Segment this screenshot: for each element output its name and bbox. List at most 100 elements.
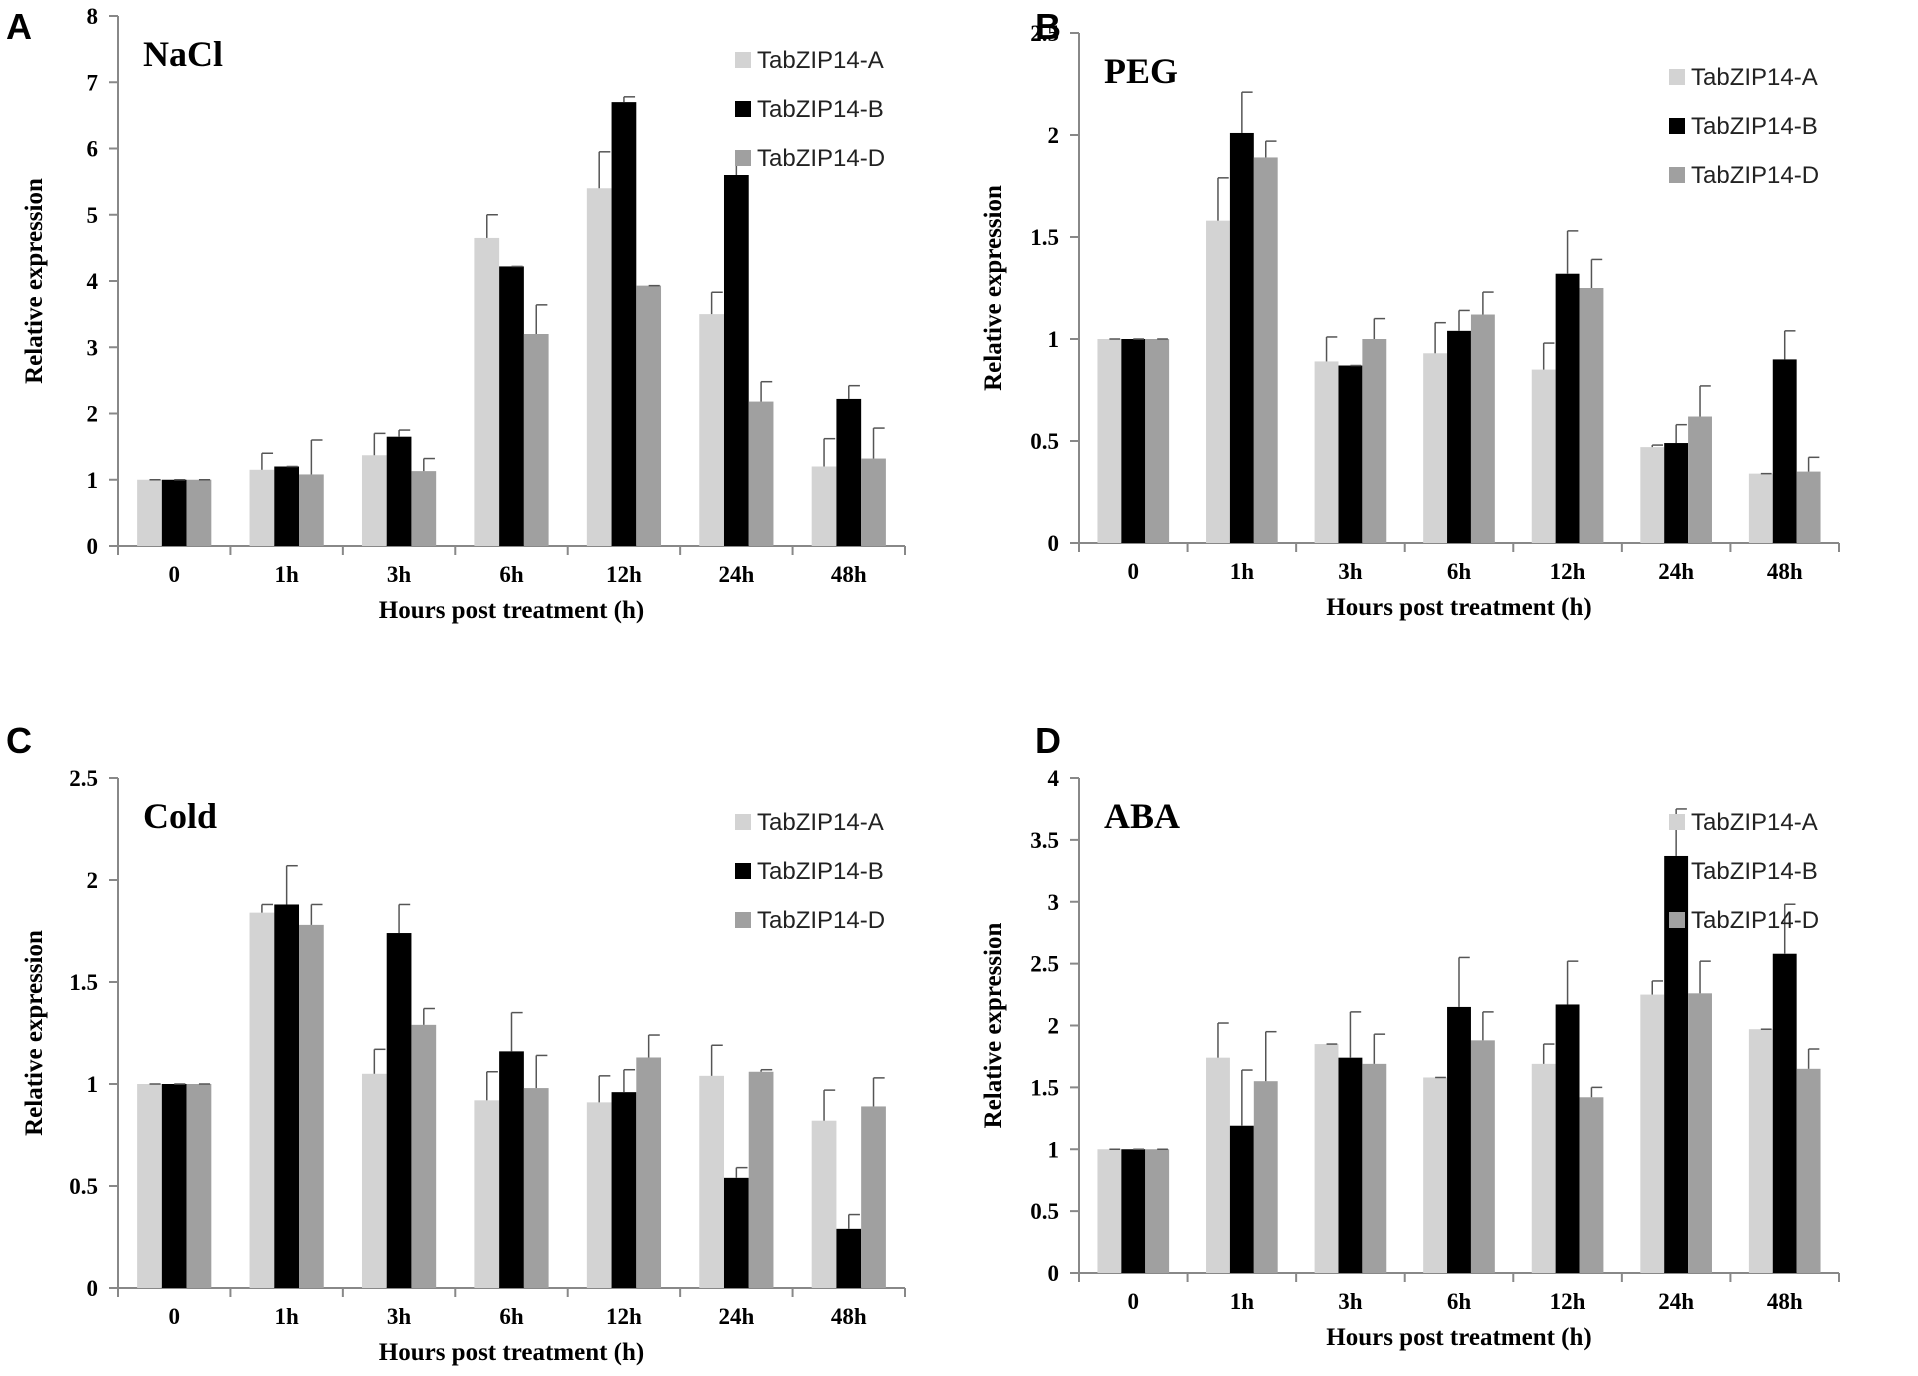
cold-y-tick-label: 2.5 <box>69 766 98 791</box>
peg-bar-tabzip14-b-3h <box>1338 365 1363 543</box>
nacl-x-tick-label: 48h <box>831 562 867 587</box>
nacl-y-tick-label: 3 <box>87 335 99 360</box>
chart-nacl: 0 1 2 3 4 5 6 7 8 0 1h 3h 6h 12h 24h 48h Hours post trea… <box>21 4 906 624</box>
nacl-y-tick-label: 7 <box>87 70 99 95</box>
cold-bar-tabzip14-d-48h <box>861 1106 886 1288</box>
cold-x-tick-label: 6h <box>499 1304 524 1329</box>
peg-bar-tabzip14-b-1h <box>1229 132 1254 543</box>
nacl-bar-tabzip14-a-12h <box>586 188 612 546</box>
aba-y-tick-label: 1 <box>1048 1137 1060 1162</box>
aba-y-tick-label: 2 <box>1048 1014 1060 1039</box>
aba-y-tick-label: 1.5 <box>1030 1075 1059 1100</box>
nacl-bar-tabzip14-b-1h <box>274 466 300 546</box>
aba-bar-tabzip14-a-6h <box>1423 1077 1448 1273</box>
peg-legend-label-tabzip14-d: TabZIP14-D <box>1691 162 1819 189</box>
aba-legend-swatch-tabzip14-a <box>1669 814 1685 830</box>
peg-bar-tabzip14-b-12h <box>1555 273 1580 543</box>
aba-legend-label-tabzip14-a: TabZIP14-A <box>1691 809 1818 836</box>
cold-legend-swatch-tabzip14-a <box>735 814 751 830</box>
aba-bar-tabzip14-d-0 <box>1145 1149 1170 1273</box>
nacl-bar-tabzip14-a-24h <box>699 314 724 546</box>
cold-bar-tabzip14-b-6h <box>499 1051 524 1288</box>
chart-cold: 0 0.5 1 1.5 2 2.5 0 1h 3h 6h 12h 24h 48h Hours post t… <box>21 766 906 1366</box>
nacl-y-axis-title: Relative expression <box>21 178 48 384</box>
nacl-x-axis-title: Hours post treatment (h) <box>379 597 644 624</box>
nacl-bar-tabzip14-d-0 <box>186 479 212 546</box>
peg-bar-tabzip14-d-12h <box>1579 288 1604 543</box>
nacl-y-tick-label: 5 <box>87 203 99 228</box>
cold-x-tick-label: 0 <box>168 1304 180 1329</box>
nacl-legend-swatch-tabzip14-a <box>735 52 751 68</box>
peg-bar-tabzip14-a-12h <box>1531 369 1556 543</box>
panel-letter-d: D <box>1035 720 1061 761</box>
cold-bar-tabzip14-a-0 <box>137 1084 162 1288</box>
nacl-x-tick-label: 12h <box>606 562 642 587</box>
aba-bar-tabzip14-d-3h <box>1362 1063 1387 1273</box>
nacl-bar-tabzip14-a-6h <box>474 237 500 546</box>
peg-bar-tabzip14-d-6h <box>1470 314 1495 543</box>
nacl-bar-tabzip14-d-6h <box>523 334 549 546</box>
peg-bar-tabzip14-b-0 <box>1121 339 1146 543</box>
peg-bar-tabzip14-b-6h <box>1447 330 1471 543</box>
aba-x-tick-label: 48h <box>1767 1289 1803 1314</box>
cold-bar-tabzip14-d-6h <box>523 1088 549 1288</box>
nacl-legend-label-tabzip14-b: TabZIP14-B <box>757 96 884 123</box>
cold-x-tick-label: 12h <box>606 1304 642 1329</box>
aba-x-tick-label: 3h <box>1338 1289 1363 1314</box>
peg-x-tick-label: 12h <box>1550 559 1586 584</box>
peg-x-tick-label: 1h <box>1230 559 1255 584</box>
nacl-bar-tabzip14-b-24h <box>723 175 749 546</box>
aba-bar-tabzip14-a-1h <box>1206 1057 1230 1273</box>
aba-y-tick-label: 4 <box>1048 766 1060 791</box>
nacl-x-tick-label: 24h <box>718 562 754 587</box>
cold-bar-tabzip14-d-0 <box>186 1084 212 1288</box>
nacl-x-tick-label: 0 <box>168 562 180 587</box>
cold-legend-label-tabzip14-a: TabZIP14-A <box>757 809 884 836</box>
cold-bar-tabzip14-a-48h <box>811 1120 837 1288</box>
aba-bar-tabzip14-a-48h <box>1748 1029 1773 1273</box>
cold-chart-title: Cold <box>143 796 217 836</box>
peg-legend-swatch-tabzip14-b <box>1669 118 1685 134</box>
peg-x-tick-label: 24h <box>1658 559 1694 584</box>
peg-legend-swatch-tabzip14-d <box>1669 167 1685 183</box>
aba-x-axis-title: Hours post treatment (h) <box>1326 1324 1591 1351</box>
peg-bar-tabzip14-a-3h <box>1314 361 1339 543</box>
aba-x-tick-label: 12h <box>1550 1289 1586 1314</box>
aba-y-axis-title: Relative expression <box>980 923 1007 1129</box>
nacl-bar-tabzip14-d-24h <box>748 401 774 546</box>
nacl-bar-tabzip14-d-1h <box>299 474 324 546</box>
nacl-bar-tabzip14-d-3h <box>411 471 437 546</box>
nacl-bar-tabzip14-d-12h <box>636 285 662 546</box>
peg-x-axis-title: Hours post treatment (h) <box>1326 594 1591 621</box>
aba-bar-tabzip14-d-48h <box>1796 1068 1821 1273</box>
aba-y-tick-label: 0.5 <box>1030 1199 1059 1224</box>
cold-bar-tabzip14-d-12h <box>636 1057 662 1288</box>
nacl-bar-tabzip14-d-48h <box>861 458 886 546</box>
panel-letter-b: B <box>1035 6 1061 47</box>
peg-y-tick-label: 2.5 <box>1030 21 1059 46</box>
cold-y-tick-label: 0 <box>87 1276 99 1301</box>
peg-bar-tabzip14-d-24h <box>1688 416 1712 543</box>
aba-bar-tabzip14-b-6h <box>1447 1006 1471 1273</box>
peg-legend-label-tabzip14-a: TabZIP14-A <box>1691 64 1818 91</box>
peg-y-axis-title: Relative expression <box>980 185 1007 391</box>
cold-y-tick-label: 1.5 <box>69 970 98 995</box>
cold-legend-label-tabzip14-d: TabZIP14-D <box>757 907 885 934</box>
cold-bar-tabzip14-a-1h <box>249 912 275 1288</box>
cold-legend-label-tabzip14-b: TabZIP14-B <box>757 858 884 885</box>
peg-x-tick-label: 3h <box>1338 559 1363 584</box>
aba-bar-tabzip14-b-48h <box>1772 953 1797 1273</box>
cold-bar-tabzip14-a-12h <box>586 1102 612 1288</box>
peg-legend-label-tabzip14-b: TabZIP14-B <box>1691 113 1818 140</box>
peg-chart-title: PEG <box>1104 51 1178 91</box>
cold-bar-tabzip14-b-48h <box>836 1228 862 1288</box>
nacl-chart-title: NaCl <box>143 34 223 74</box>
nacl-y-tick-label: 2 <box>87 402 99 427</box>
peg-x-tick-label: 0 <box>1128 559 1140 584</box>
nacl-bar-tabzip14-a-0 <box>137 479 162 546</box>
peg-bar-tabzip14-d-48h <box>1796 471 1821 543</box>
cold-bar-tabzip14-b-3h <box>386 933 412 1288</box>
peg-bar-tabzip14-a-6h <box>1423 353 1448 543</box>
cold-legend-swatch-tabzip14-b <box>735 863 751 879</box>
nacl-bar-tabzip14-b-3h <box>386 436 412 546</box>
